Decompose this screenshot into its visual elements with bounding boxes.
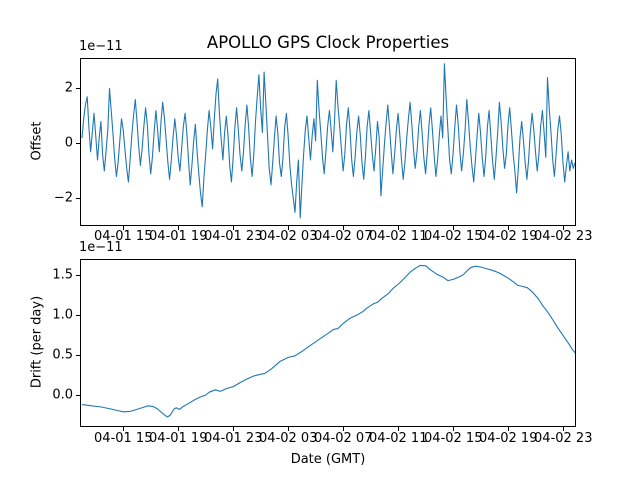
x-tick-label: 04-01 23 (204, 229, 263, 244)
x-tick-mark (122, 225, 124, 230)
x-tick-mark (397, 427, 399, 431)
x-tick-label: 04-02 15 (424, 430, 483, 446)
x-tick-mark (507, 427, 509, 431)
x-tick-mark (122, 427, 124, 431)
x-tick-mark (232, 427, 234, 431)
y-tick-mark (76, 394, 80, 396)
drift-plot-area (80, 259, 576, 427)
top-y-scale-offset-text: 1e−11 (79, 39, 123, 54)
y-tick-mark (76, 314, 80, 316)
x-tick-label: 04-02 03 (259, 430, 318, 446)
x-tick-mark (562, 225, 564, 230)
x-tick-label: 04-01 23 (204, 430, 263, 446)
y-tick-label: 0 (64, 135, 73, 151)
y-tick-mark (76, 274, 80, 276)
x-tick-mark (452, 225, 454, 230)
x-tick-mark (562, 427, 564, 431)
x-tick-label: 04-02 15 (424, 229, 483, 244)
x-tick-mark (287, 225, 289, 230)
y-tick-label: 1.5 (52, 267, 73, 283)
y-tick-mark (76, 197, 80, 199)
x-tick-mark (507, 225, 509, 230)
y-tick-label: 2 (64, 80, 73, 96)
x-tick-label: 04-02 23 (534, 430, 593, 446)
x-axis-label: Date (GMT) (290, 452, 366, 467)
y-tick-mark (76, 87, 80, 89)
x-tick-label: 04-02 19 (479, 430, 538, 446)
x-tick-mark (397, 225, 399, 230)
x-tick-mark (177, 427, 179, 431)
x-tick-label: 04-02 23 (534, 229, 593, 244)
x-tick-label: 04-02 03 (259, 229, 318, 244)
y-tick-mark (76, 354, 80, 356)
x-tick-label: 04-01 15 (94, 229, 153, 244)
y-tick-label: −2 (53, 190, 73, 206)
x-tick-label: 04-02 07 (314, 430, 373, 446)
top-y-axis-label: Offset (29, 121, 45, 161)
x-tick-mark (342, 225, 344, 230)
y-tick-label: 0.0 (52, 387, 73, 403)
x-tick-label: 04-01 19 (149, 229, 208, 244)
chart-title: APOLLO GPS Clock Properties (206, 33, 450, 52)
y-tick-label: 1.0 (52, 307, 73, 323)
data-series-line (81, 62, 575, 218)
x-tick-label: 04-01 19 (149, 430, 208, 446)
y-tick-label: 0.5 (52, 347, 73, 363)
x-tick-mark (342, 427, 344, 431)
y-tick-mark (76, 142, 80, 144)
bottom-y-scale-offset-text: 1e−11 (79, 240, 123, 255)
drift-line-plot (81, 264, 575, 418)
x-tick-mark (452, 427, 454, 431)
bottom-y-axis-label: Drift (per day) (29, 295, 45, 389)
x-tick-label: 04-01 15 (94, 430, 153, 446)
x-tick-mark (287, 427, 289, 431)
x-tick-label: 04-02 07 (314, 229, 373, 244)
offset-line-plot (81, 62, 575, 218)
offset-plot-area (80, 57, 576, 226)
x-tick-mark (232, 225, 234, 230)
x-tick-mark (177, 225, 179, 230)
x-tick-label: 04-02 19 (479, 229, 538, 244)
x-tick-label: 04-02 11 (369, 430, 428, 446)
data-series-line (81, 264, 575, 418)
x-tick-label: 04-02 11 (369, 229, 428, 244)
